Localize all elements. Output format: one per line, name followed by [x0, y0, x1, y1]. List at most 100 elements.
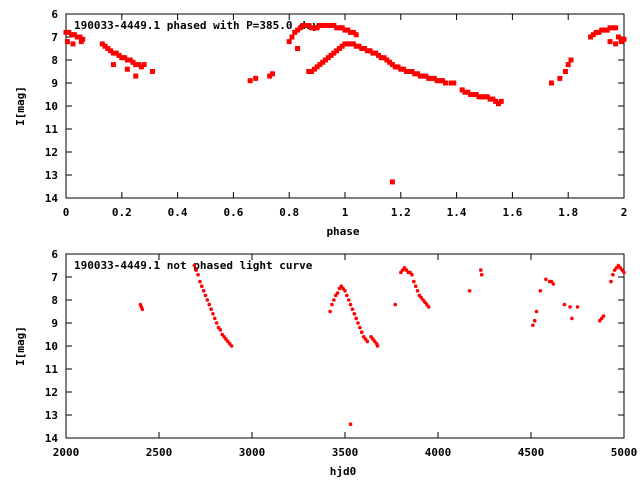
- data-point: [334, 25, 340, 31]
- data-point: [370, 50, 376, 56]
- data-point: [470, 92, 476, 97]
- data-point: [334, 48, 340, 54]
- x-tick-label: 1.2: [391, 206, 411, 219]
- data-point: [253, 75, 259, 81]
- data-point: [211, 312, 215, 316]
- data-point: [119, 55, 125, 61]
- data-point: [201, 289, 206, 293]
- data-point: [317, 23, 323, 28]
- y-tick-label: 7: [51, 31, 58, 44]
- data-point: [350, 41, 356, 47]
- data-point: [309, 69, 315, 74]
- data-point: [410, 272, 414, 277]
- data-point: [462, 89, 468, 95]
- data-point: [354, 316, 358, 321]
- data-point: [207, 302, 212, 307]
- phased-light-curve-panel: 190033-4449.1 phased with P=385.0 day ph…: [14, 8, 627, 238]
- data-point: [420, 73, 426, 79]
- data-point: [345, 27, 351, 33]
- data-point: [66, 29, 72, 35]
- data-point: [63, 29, 69, 35]
- data-point: [423, 73, 429, 79]
- y-tick-label: 6: [51, 8, 58, 21]
- data-point: [479, 272, 484, 277]
- data-point: [548, 80, 554, 86]
- data-point: [415, 71, 421, 77]
- data-point: [199, 284, 204, 289]
- y-tick-label: 12: [45, 386, 58, 399]
- data-point: [392, 64, 398, 70]
- data-point: [568, 57, 574, 63]
- data-point: [353, 32, 359, 38]
- data-point: [459, 87, 465, 93]
- data-point: [314, 25, 320, 31]
- data-point: [401, 66, 407, 72]
- data-point: [74, 34, 80, 40]
- data-point: [295, 46, 301, 51]
- data-point: [332, 298, 336, 302]
- data-point: [292, 29, 298, 35]
- data-point: [590, 32, 596, 38]
- data-point: [364, 48, 370, 54]
- data-point: [482, 94, 487, 100]
- data-point: [320, 23, 326, 28]
- data-point: [484, 94, 490, 100]
- data-point: [194, 268, 198, 272]
- data-point: [588, 34, 594, 40]
- x-tick-label: 0.2: [112, 206, 132, 219]
- y-tick-label: 13: [45, 169, 58, 182]
- data-point: [601, 314, 606, 318]
- data-point: [124, 57, 130, 63]
- data-point: [320, 59, 326, 65]
- data-point: [297, 25, 303, 31]
- data-point: [615, 34, 621, 40]
- data-point: [311, 25, 317, 31]
- data-point: [479, 94, 485, 100]
- data-point: [384, 57, 390, 63]
- data-point: [412, 71, 418, 77]
- data-point: [393, 302, 398, 307]
- data-point: [311, 66, 317, 72]
- data-point: [269, 71, 275, 77]
- y-tick-label: 6: [51, 248, 58, 261]
- data-point: [325, 23, 331, 28]
- data-point: [247, 78, 253, 84]
- data-point: [353, 43, 359, 49]
- data-point: [309, 25, 315, 31]
- data-point: [69, 32, 75, 38]
- x-tick-label: 4500: [518, 446, 545, 459]
- data-point: [468, 92, 474, 97]
- data-point: [442, 80, 448, 86]
- data-point: [336, 25, 342, 31]
- data-point: [339, 43, 345, 49]
- plot-frame: [65, 253, 625, 439]
- data-point: [203, 293, 208, 298]
- data-points: [63, 23, 627, 185]
- data-point: [345, 293, 349, 298]
- y-tick-label: 14: [45, 192, 59, 205]
- y-tick-label: 11: [45, 363, 59, 376]
- data-point: [267, 73, 273, 79]
- data-point: [621, 36, 627, 42]
- data-point: [64, 39, 70, 45]
- y-tick-label: 11: [45, 123, 59, 136]
- x-tick-label: 0.6: [223, 206, 243, 219]
- data-point: [362, 46, 368, 51]
- x-tick-label: 3500: [332, 446, 359, 459]
- data-point: [149, 69, 155, 74]
- data-point: [328, 52, 334, 58]
- data-point: [570, 316, 574, 321]
- unphased-light-curve-panel: 190033-4449.1 not phased light curve hjd…: [14, 248, 637, 478]
- data-point: [133, 73, 139, 79]
- data-point: [110, 62, 116, 68]
- data-point: [412, 279, 416, 284]
- data-point: [398, 66, 404, 72]
- x-tick-label: 1: [342, 206, 349, 219]
- data-point: [607, 25, 613, 31]
- data-point: [78, 39, 84, 45]
- data-point: [476, 94, 482, 100]
- data-point: [335, 291, 340, 295]
- data-point: [138, 64, 144, 70]
- x-tick-label: 1.8: [558, 206, 578, 219]
- data-point: [218, 328, 223, 332]
